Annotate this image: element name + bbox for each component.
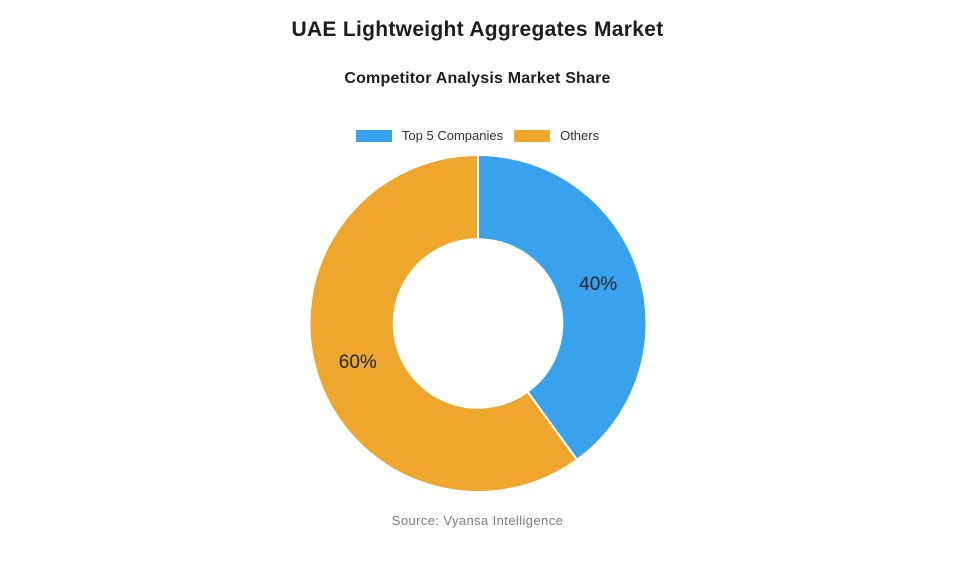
- legend-swatch-orange: [514, 130, 551, 142]
- donut-slice-top-5-companies[interactable]: [477, 154, 648, 461]
- donut-slice-others[interactable]: [308, 154, 579, 493]
- legend-swatch-blue: [355, 130, 392, 142]
- slice-value-label: 60%: [339, 352, 377, 373]
- source-note: Source: Vyansa Intelligence: [391, 513, 564, 528]
- page-title: UAE Lightweight Aggregates Market: [291, 18, 664, 41]
- legend-label: Others: [560, 128, 600, 143]
- chart-subtitle: Competitor Analysis Market Share: [344, 70, 611, 87]
- legend-item-top-5-companies[interactable]: Top 5 Companies: [355, 128, 504, 144]
- legend-label: Top 5 Companies: [401, 128, 504, 143]
- legend-item-others[interactable]: Others: [514, 128, 599, 144]
- slice-value-label: 40%: [579, 274, 617, 295]
- chart-legend: Top 5 Companies Others: [0, 128, 955, 144]
